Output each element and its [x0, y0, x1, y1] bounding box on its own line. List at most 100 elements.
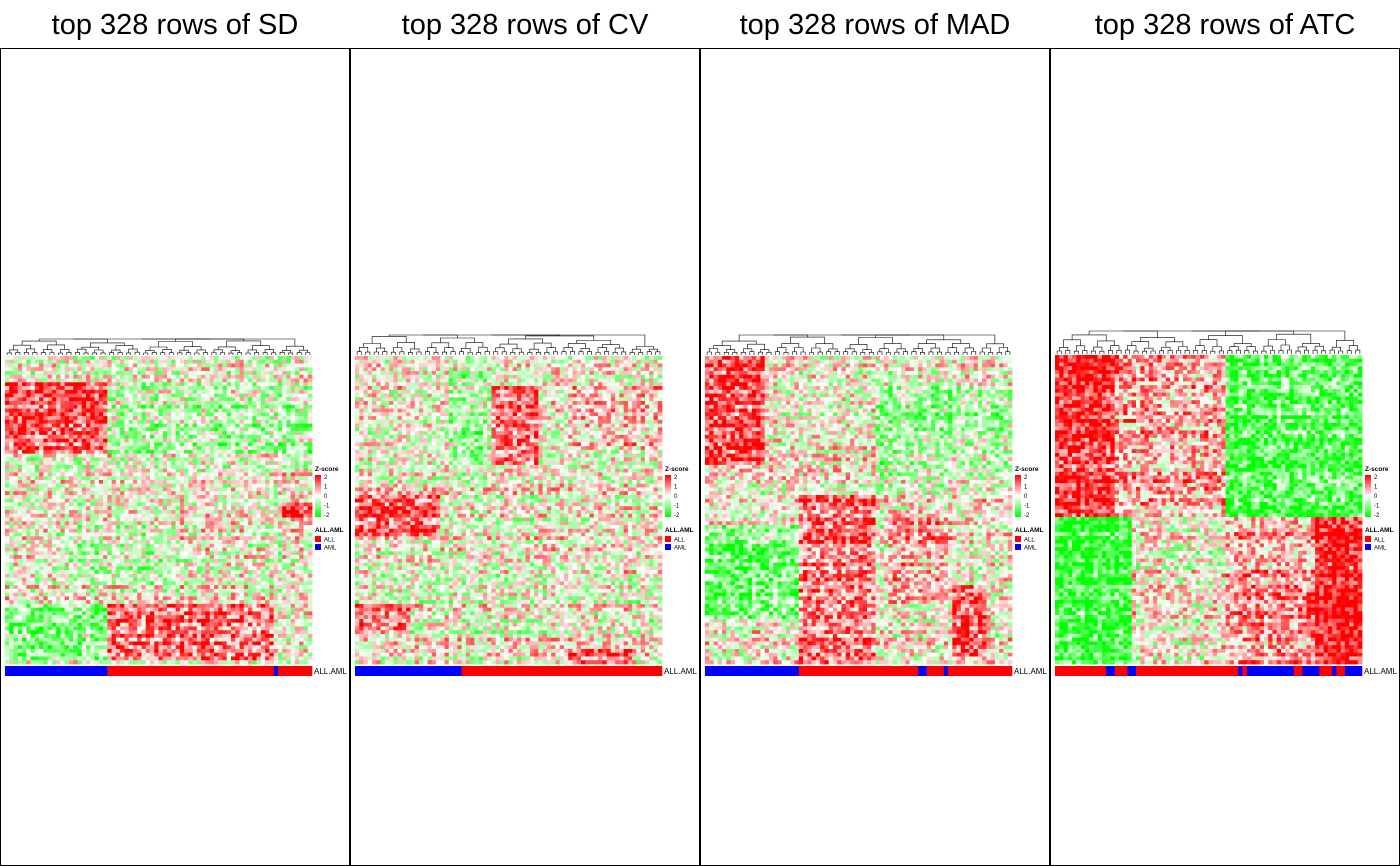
heatmap-cell [162, 389, 168, 394]
heatmap-cell [103, 558, 108, 563]
heatmap-cell [81, 404, 87, 409]
heatmap-cell [273, 603, 279, 609]
heatmap-cell [256, 487, 262, 492]
heatmap-cell [115, 419, 121, 425]
heatmap-cell [34, 479, 40, 485]
heatmap-cell [171, 510, 176, 515]
heatmap-cell [120, 577, 125, 582]
heatmap-cell [103, 540, 108, 545]
heatmap-cell [226, 506, 232, 511]
heatmap-cell [167, 551, 172, 556]
heatmap-cell [43, 502, 49, 507]
heatmap-cell [154, 401, 159, 406]
heatmap-cell [290, 378, 296, 383]
heatmap-cell [162, 562, 168, 567]
heatmap-cell [307, 528, 313, 533]
heatmap-cell [222, 386, 228, 391]
heatmap-cell [269, 573, 275, 579]
heatmap-cell [213, 363, 219, 368]
heatmap-cell [290, 570, 296, 575]
heatmap-cell [13, 615, 19, 620]
heatmap-cell [5, 442, 10, 447]
heatmap-cell [154, 498, 159, 503]
heatmap-cell [303, 581, 309, 586]
heatmap-cell [235, 502, 240, 507]
heatmap-cell [22, 487, 27, 492]
heatmap-cell [277, 371, 283, 376]
heatmap-cell [132, 389, 138, 394]
heatmap-cell [17, 528, 23, 533]
heatmap-cell [47, 404, 53, 409]
heatmap-cell [124, 464, 130, 470]
heatmap-cell [260, 479, 266, 485]
heatmap-cell [56, 596, 61, 601]
heatmap-cell [103, 476, 108, 481]
heatmap-cell [22, 359, 27, 364]
heatmap-cell [213, 603, 219, 609]
heatmap-cell [243, 558, 249, 563]
heatmap-cell [213, 374, 219, 379]
heatmap-cell [141, 453, 147, 458]
heatmap-cell [303, 449, 309, 455]
heatmap-cell [243, 438, 249, 443]
heatmap-cell [218, 517, 223, 522]
heatmap-cell [179, 401, 185, 406]
heatmap-cell [86, 540, 91, 545]
heatmap-cell [307, 494, 313, 500]
heatmap-cell [179, 431, 185, 436]
heatmap-cell [149, 573, 155, 579]
heatmap-cell [111, 359, 117, 364]
heatmap-cell [145, 521, 151, 526]
heatmap-cell [43, 374, 49, 379]
heatmap-cell [230, 532, 236, 537]
heatmap-cell [196, 434, 202, 440]
heatmap-cell [175, 408, 181, 413]
heatmap-cell [260, 378, 266, 383]
heatmap-cell [107, 401, 112, 406]
heatmap-cell [26, 592, 31, 597]
heatmap-cell [94, 386, 100, 391]
heatmap-cell [205, 472, 211, 477]
heatmap-cell [86, 517, 91, 522]
heatmap-cell [34, 558, 40, 563]
heatmap-cell [230, 596, 236, 601]
heatmap-cell [128, 570, 134, 575]
heatmap-cell [171, 588, 176, 594]
heatmap-cell [5, 536, 10, 541]
heatmap-cell [94, 438, 100, 443]
heatmap-cell [9, 491, 14, 496]
heatmap-cell [239, 427, 245, 432]
heatmap-cell [213, 513, 219, 518]
heatmap-cell [243, 461, 249, 466]
heatmap-cell [124, 585, 130, 590]
heatmap-cell [265, 588, 270, 594]
heatmap-cell [145, 389, 151, 394]
heatmap-cell [115, 476, 121, 481]
heatmap-cell [124, 494, 130, 500]
heatmap-cell [86, 547, 91, 552]
heatmap-cell [30, 404, 36, 409]
heatmap-cell [294, 491, 300, 496]
heatmap-cell [209, 363, 215, 368]
heatmap-cell [162, 558, 168, 563]
heatmap-cell [30, 464, 36, 470]
heatmap-cell [294, 446, 300, 451]
heatmap-cell [9, 412, 14, 417]
heatmap-cell [196, 517, 202, 522]
heatmap-cell [43, 431, 49, 436]
heatmap-cell [141, 393, 147, 398]
heatmap-cell [230, 607, 236, 612]
heatmap-cell [94, 596, 100, 601]
heatmap-cell [111, 393, 117, 398]
heatmap-cell [209, 607, 215, 612]
heatmap-cell [282, 483, 287, 488]
heatmap-cell [239, 521, 245, 526]
heatmap-cell [77, 525, 83, 530]
heatmap-cell [175, 555, 181, 560]
heatmap-cell [196, 438, 202, 443]
heatmap-cell [243, 374, 249, 379]
heatmap-cell [107, 607, 112, 612]
heatmap-cell [141, 521, 147, 526]
heatmap-cell [51, 573, 57, 579]
heatmap-cell [196, 374, 202, 379]
